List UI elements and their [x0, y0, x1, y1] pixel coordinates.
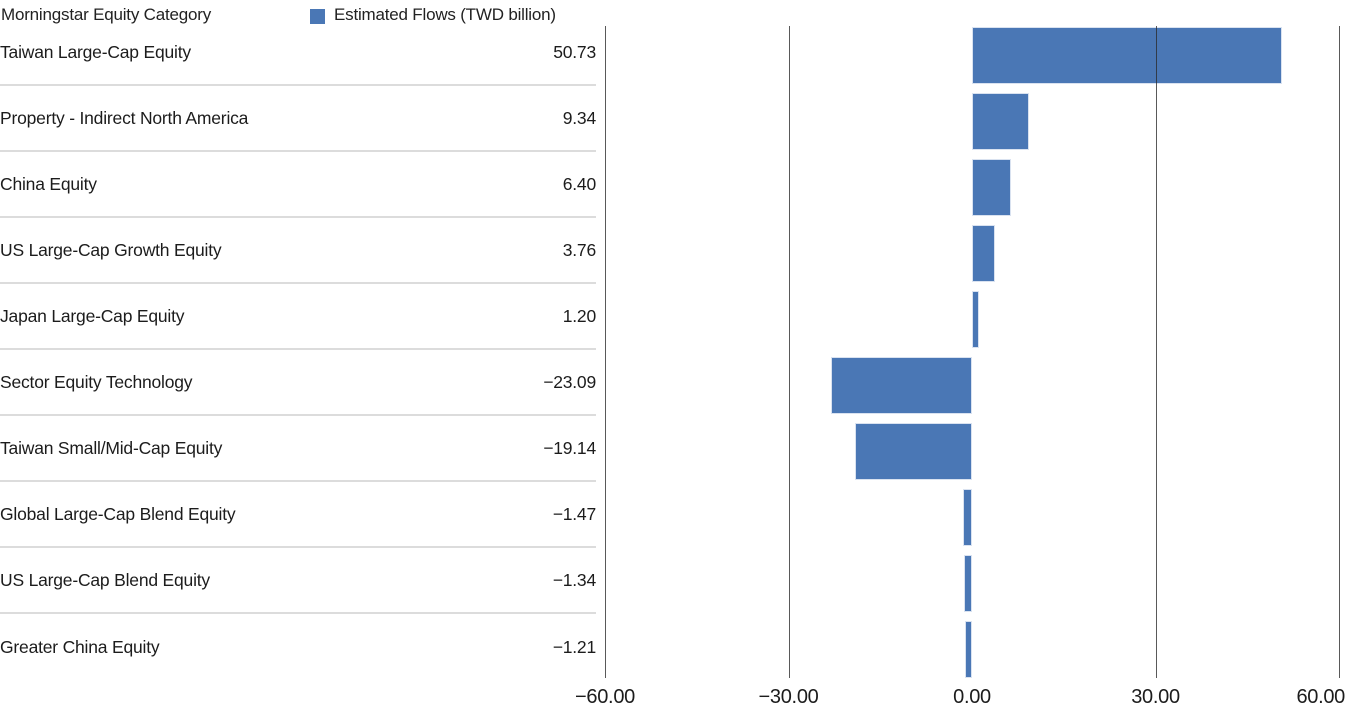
- table-row: Greater China Equity −1.21: [0, 614, 596, 680]
- category-label: Taiwan Small/Mid-Cap Equity: [0, 437, 223, 458]
- flow-value: −1.21: [552, 636, 596, 657]
- flow-bar: [963, 489, 972, 546]
- vertical-gridline: [788, 26, 790, 678]
- flow-value: −1.34: [552, 569, 596, 590]
- vertical-gridline: [1339, 26, 1340, 678]
- x-tick-label: 60.00: [1296, 686, 1345, 708]
- flow-bar: [963, 555, 972, 612]
- category-column-title: Morningstar Equity Category: [1, 5, 212, 24]
- table-row: Global Large-Cap Blend Equity −1.47: [0, 482, 596, 548]
- flow-bar: [854, 423, 972, 480]
- category-value-table: Taiwan Large-Cap Equity 50.73 Property - I…: [0, 20, 596, 680]
- x-tick-label: 0.00: [953, 686, 991, 708]
- flow-value: −23.09: [543, 371, 596, 392]
- table-row: Sector Equity Technology −23.09: [0, 350, 596, 416]
- flow-bar: [972, 225, 995, 282]
- vertical-gridline: [605, 26, 606, 678]
- table-row: US Large-Cap Blend Equity −1.34: [0, 548, 596, 614]
- flow-bar: [830, 357, 972, 414]
- flow-bar: [972, 291, 980, 348]
- flow-bar: [972, 27, 1283, 84]
- table-row: US Large-Cap Growth Equity 3.76: [0, 218, 596, 284]
- category-label: Japan Large-Cap Equity: [0, 305, 185, 326]
- legend-swatch-icon: [310, 8, 325, 24]
- table-row: Property - Indirect North America 9.34: [0, 86, 596, 152]
- legend-series-label: Estimated Flows (TWD billion): [334, 5, 556, 24]
- category-label: US Large-Cap Growth Equity: [0, 239, 222, 260]
- table-row: Taiwan Small/Mid-Cap Equity −19.14: [0, 416, 596, 482]
- flow-value: 1.20: [562, 305, 596, 326]
- category-label: US Large-Cap Blend Equity: [0, 569, 210, 590]
- category-label: Taiwan Large-Cap Equity: [0, 41, 191, 62]
- flow-bar: [972, 93, 1030, 150]
- table-row: Japan Large-Cap Equity 1.20: [0, 284, 596, 350]
- table-row: Taiwan Large-Cap Equity 50.73: [0, 20, 596, 86]
- category-label: Property - Indirect North America: [0, 107, 249, 128]
- category-label: China Equity: [0, 173, 97, 194]
- bar-chart-plot: [605, 20, 1345, 680]
- x-axis-tick-labels: −60.00 −30.00 0.00 30.00 60.00: [575, 686, 1345, 712]
- category-label: Global Large-Cap Blend Equity: [0, 503, 236, 524]
- flow-value: 50.73: [553, 41, 596, 62]
- flow-value: −1.47: [552, 503, 596, 524]
- category-label: Greater China Equity: [0, 636, 160, 657]
- flow-value: 6.40: [562, 173, 596, 194]
- x-tick-label: −30.00: [758, 686, 819, 708]
- flow-bar: [964, 621, 972, 678]
- category-label: Sector Equity Technology: [0, 371, 193, 392]
- flow-value: −19.14: [543, 437, 596, 458]
- chart-legend: Estimated Flows (TWD billion): [310, 5, 556, 25]
- x-tick-label: 30.00: [1131, 686, 1180, 708]
- table-row: China Equity 6.40: [0, 152, 596, 218]
- flow-value: 9.34: [562, 107, 596, 128]
- flow-value: 3.76: [562, 239, 596, 260]
- chart-header: Morningstar Equity Category Estimated Fl…: [0, 5, 600, 27]
- x-tick-label: −60.00: [575, 686, 635, 708]
- vertical-gridline: [1155, 26, 1157, 678]
- flow-bar: [972, 159, 1012, 216]
